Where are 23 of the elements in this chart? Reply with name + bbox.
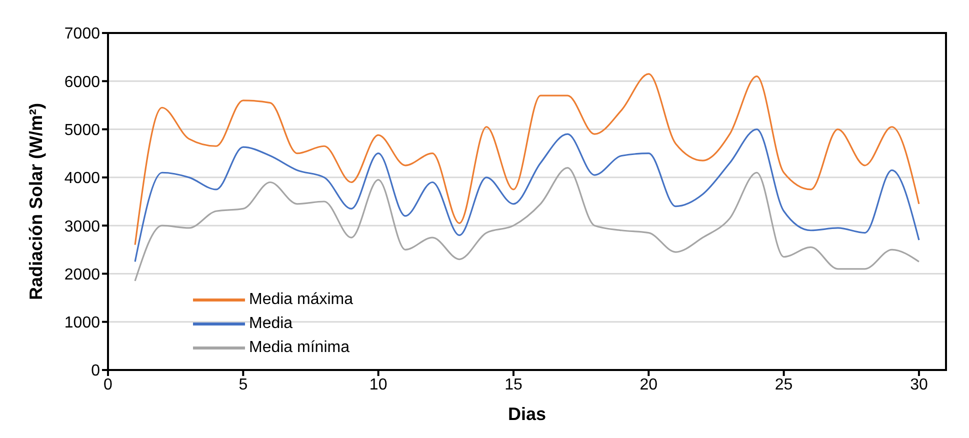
x-tick-label: 0: [104, 376, 113, 394]
line-series: [134, 128, 920, 262]
legend-label: Media: [249, 314, 293, 334]
x-tick-label: 5: [238, 376, 248, 394]
y-tick-label: 1000: [64, 314, 100, 332]
legend-label: Media máxima: [249, 290, 354, 310]
legend-label: Media mínima: [249, 338, 350, 358]
line-series: [134, 73, 920, 246]
y-tick-label: 7000: [64, 26, 100, 43]
line-series: [134, 167, 920, 282]
y-tick-label: 0: [91, 362, 100, 380]
x-tick-label: 30: [910, 376, 928, 394]
x-tick-label: 20: [640, 376, 658, 394]
x-tick-label: 10: [369, 376, 388, 394]
x-axis-title: Dias: [508, 404, 546, 424]
y-tick-label: 2000: [64, 266, 100, 284]
y-tick-label: 4000: [64, 170, 100, 188]
y-tick-label: 3000: [64, 218, 100, 236]
y-axis-title: Radiación Solar (W/m²): [26, 102, 46, 300]
y-tick-label: 5000: [64, 122, 100, 139]
x-tick-label: 25: [774, 376, 793, 394]
x-tick-label: 15: [504, 376, 522, 394]
y-tick-label: 6000: [64, 74, 100, 91]
